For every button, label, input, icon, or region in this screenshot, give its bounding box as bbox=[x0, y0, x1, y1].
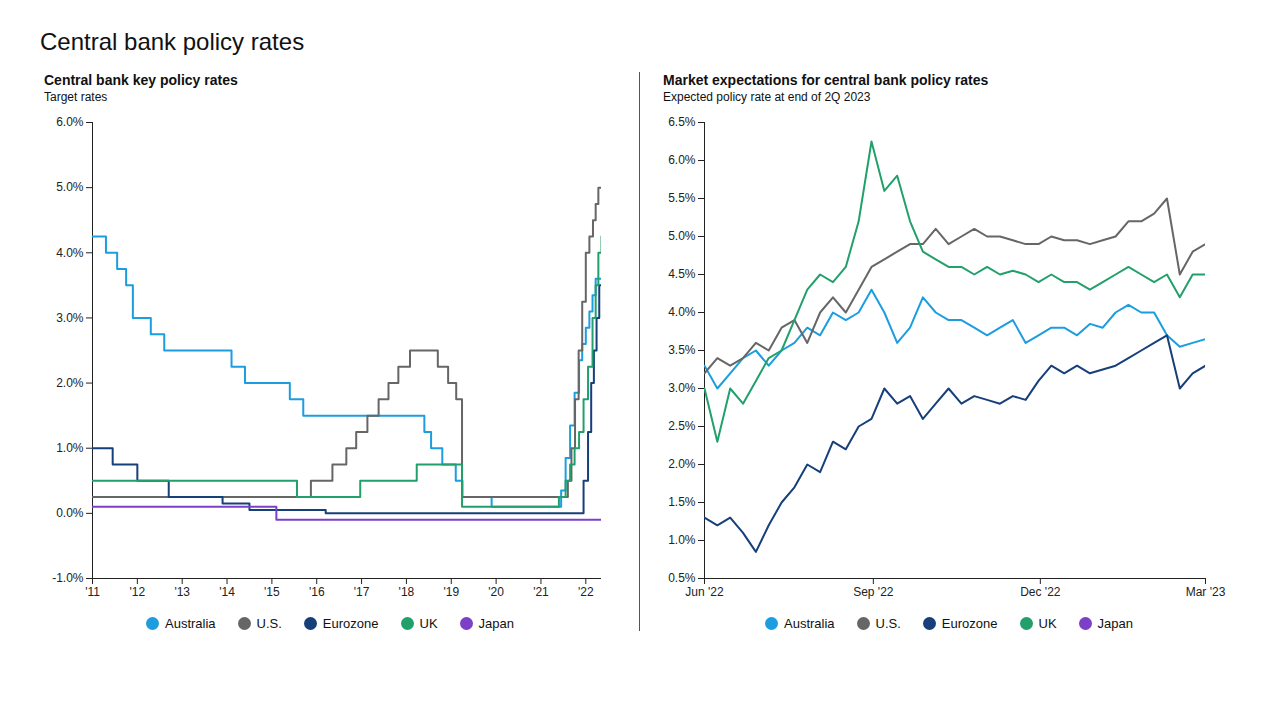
svg-text:1.0%: 1.0% bbox=[56, 441, 84, 455]
svg-text:Sep '22: Sep '22 bbox=[853, 585, 894, 599]
html-text:Japan: Japan bbox=[478, 616, 514, 631]
svg-text:'16: '16 bbox=[309, 585, 325, 599]
svg-text:1.0%: 1.0% bbox=[668, 533, 696, 547]
svg-text:3.0%: 3.0% bbox=[56, 311, 84, 325]
svg-text:2.0%: 2.0% bbox=[56, 376, 84, 390]
svg-text:Dec '22: Dec '22 bbox=[1020, 585, 1061, 599]
html-text:Central bank policy rates: Central bank policy rates bbox=[40, 28, 305, 55]
svg-text:'22: '22 bbox=[578, 585, 594, 599]
svg-text:'12: '12 bbox=[130, 585, 146, 599]
svg-text:4.5%: 4.5% bbox=[668, 267, 696, 281]
html-text:U.S.: U.S. bbox=[875, 616, 901, 631]
svg-text:5.0%: 5.0% bbox=[668, 229, 696, 243]
svg-text:'17: '17 bbox=[354, 585, 370, 599]
html-text:Australia: Australia bbox=[165, 616, 216, 631]
html-text:UK: UK bbox=[1038, 616, 1057, 631]
svg-text:0.5%: 0.5% bbox=[668, 571, 696, 585]
html-text:Eurozone: Eurozone bbox=[941, 616, 998, 631]
html-text:Japan: Japan bbox=[1097, 616, 1133, 631]
svg-text:3.5%: 3.5% bbox=[668, 343, 696, 357]
svg-text:'19: '19 bbox=[443, 585, 459, 599]
svg-text:6.0%: 6.0% bbox=[56, 115, 84, 129]
svg-text:'11: '11 bbox=[85, 585, 100, 599]
html-text:U.S.: U.S. bbox=[256, 616, 282, 631]
svg-text:'20: '20 bbox=[488, 585, 504, 599]
svg-text:'14: '14 bbox=[219, 585, 235, 599]
svg-text:2.0%: 2.0% bbox=[668, 457, 696, 471]
svg-text:'18: '18 bbox=[399, 585, 415, 599]
svg-text:Mar '23: Mar '23 bbox=[1186, 585, 1226, 599]
svg-text:4.0%: 4.0% bbox=[668, 305, 696, 319]
svg-text:1.5%: 1.5% bbox=[668, 495, 696, 509]
svg-text:'13: '13 bbox=[174, 585, 190, 599]
svg-text:'21: '21 bbox=[533, 585, 549, 599]
svg-text:-1.0%: -1.0% bbox=[52, 571, 84, 585]
svg-text:3.0%: 3.0% bbox=[668, 381, 696, 395]
svg-text:6.5%: 6.5% bbox=[668, 115, 696, 129]
html-text:Market expectations for centra: Market expectations for central bank pol… bbox=[663, 72, 989, 88]
html-text:Central bank key policy rates: Central bank key policy rates bbox=[44, 72, 238, 88]
html-text:Expected policy rate at end of: Expected policy rate at end of 2Q 2023 bbox=[663, 90, 871, 104]
svg-text:5.5%: 5.5% bbox=[668, 191, 696, 205]
html-text:Australia: Australia bbox=[784, 616, 835, 631]
svg-text:5.0%: 5.0% bbox=[56, 180, 84, 194]
svg-text:4.0%: 4.0% bbox=[56, 246, 84, 260]
svg-text:6.0%: 6.0% bbox=[668, 153, 696, 167]
svg-text:Jun '22: Jun '22 bbox=[685, 585, 724, 599]
svg-text:'15: '15 bbox=[264, 585, 280, 599]
svg-text:2.5%: 2.5% bbox=[668, 419, 696, 433]
html-text:UK: UK bbox=[419, 616, 438, 631]
html-text:Target rates: Target rates bbox=[44, 90, 108, 104]
svg-text:0.0%: 0.0% bbox=[56, 506, 84, 520]
html-text:Eurozone: Eurozone bbox=[322, 616, 379, 631]
